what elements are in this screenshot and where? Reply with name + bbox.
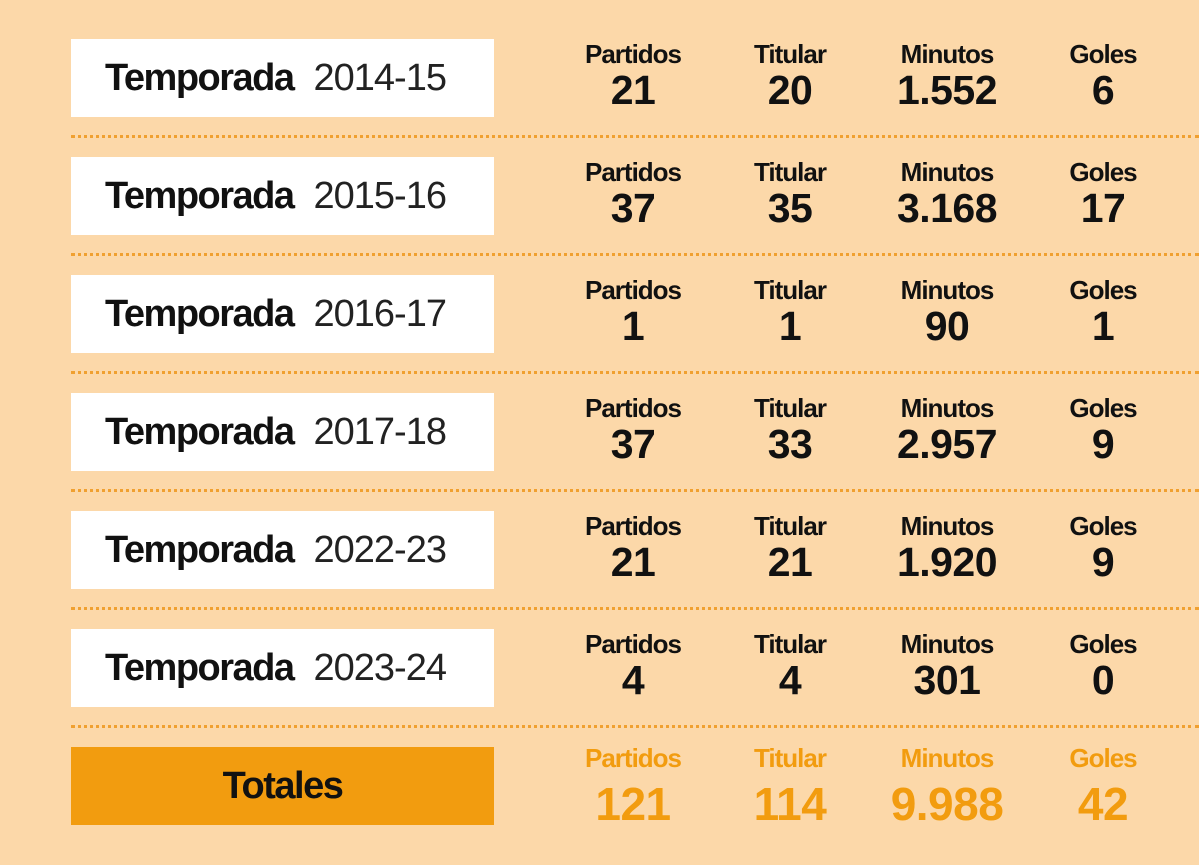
stat-value: 21 bbox=[610, 539, 656, 585]
totals-box: Totales bbox=[71, 747, 494, 825]
stat-header: Titular bbox=[754, 39, 827, 69]
stat-value: 114 bbox=[753, 778, 827, 830]
stat-header: Partidos bbox=[584, 275, 682, 305]
season-year: 2015-16 bbox=[313, 174, 447, 217]
stat-value: 6 bbox=[1091, 67, 1115, 113]
stat-header: Titular bbox=[754, 275, 827, 305]
stat-value: 1 bbox=[778, 303, 802, 349]
stat-header: Minutos bbox=[900, 393, 995, 423]
divider bbox=[71, 371, 1199, 374]
stat-header: Minutos bbox=[900, 743, 995, 773]
stat-header: Minutos bbox=[900, 511, 995, 541]
stat-header: Minutos bbox=[900, 275, 995, 305]
season-label: Temporada bbox=[105, 292, 295, 335]
stat-value: 2.957 bbox=[896, 421, 998, 467]
season-year: 2022-23 bbox=[313, 528, 447, 571]
stat-value: 121 bbox=[595, 778, 671, 830]
divider bbox=[71, 253, 1199, 256]
stat-value: 0 bbox=[1091, 657, 1115, 703]
stat-value: 33 bbox=[767, 421, 813, 467]
season-box: Temporada 2023-24 bbox=[71, 629, 494, 707]
stat-header: Goles bbox=[1069, 157, 1137, 187]
divider bbox=[71, 489, 1199, 492]
season-box: Temporada 2016-17 bbox=[71, 275, 494, 353]
stat-header: Titular bbox=[754, 393, 827, 423]
stat-header: Titular bbox=[754, 743, 827, 773]
totals-label: Totales bbox=[222, 764, 344, 807]
stat-header: Minutos bbox=[900, 39, 995, 69]
stat-value: 4 bbox=[778, 657, 802, 703]
season-box: Temporada 2014-15 bbox=[71, 39, 494, 117]
divider bbox=[71, 135, 1199, 138]
season-label: Temporada bbox=[105, 646, 295, 689]
stat-header: Goles bbox=[1069, 275, 1137, 305]
stat-value: 37 bbox=[610, 421, 656, 467]
stat-header: Partidos bbox=[584, 157, 682, 187]
stat-header: Titular bbox=[754, 629, 827, 659]
stat-value: 20 bbox=[767, 67, 813, 113]
stat-value: 1 bbox=[621, 303, 645, 349]
stat-value: 37 bbox=[610, 185, 656, 231]
stat-header: Goles bbox=[1069, 39, 1137, 69]
stat-value: 90 bbox=[924, 303, 970, 349]
stat-header: Goles bbox=[1069, 511, 1137, 541]
stat-value: 21 bbox=[610, 67, 656, 113]
stat-value: 42 bbox=[1077, 778, 1129, 830]
stat-value: 1 bbox=[1091, 303, 1115, 349]
stat-header: Titular bbox=[754, 157, 827, 187]
divider bbox=[71, 725, 1199, 728]
stat-header: Goles bbox=[1069, 743, 1137, 773]
stat-value: 17 bbox=[1080, 185, 1126, 231]
stat-value: 1.920 bbox=[896, 539, 998, 585]
stat-header: Goles bbox=[1069, 629, 1137, 659]
stat-value: 9.988 bbox=[890, 778, 1004, 830]
stat-header: Partidos bbox=[584, 743, 682, 773]
season-box: Temporada 2015-16 bbox=[71, 157, 494, 235]
stat-header: Partidos bbox=[584, 393, 682, 423]
stat-value: 4 bbox=[621, 657, 645, 703]
stat-header: Goles bbox=[1069, 393, 1137, 423]
season-year: 2023-24 bbox=[313, 646, 447, 689]
stat-header: Minutos bbox=[900, 629, 995, 659]
season-label: Temporada bbox=[105, 528, 295, 571]
stat-header: Partidos bbox=[584, 39, 682, 69]
stat-value: 301 bbox=[913, 657, 981, 703]
stat-value: 35 bbox=[767, 185, 813, 231]
season-box: Temporada 2022-23 bbox=[71, 511, 494, 589]
stat-value: 3.168 bbox=[896, 185, 998, 231]
season-label: Temporada bbox=[105, 174, 295, 217]
season-label: Temporada bbox=[105, 56, 295, 99]
stat-value: 9 bbox=[1091, 421, 1115, 467]
stat-header: Titular bbox=[754, 511, 827, 541]
divider bbox=[71, 607, 1199, 610]
season-year: 2017-18 bbox=[313, 410, 447, 453]
season-label: Temporada bbox=[105, 410, 295, 453]
stat-header: Minutos bbox=[900, 157, 995, 187]
season-year: 2014-15 bbox=[313, 56, 447, 99]
stat-header: Partidos bbox=[584, 629, 682, 659]
season-year: 2016-17 bbox=[313, 292, 447, 335]
stat-value: 9 bbox=[1091, 539, 1115, 585]
stat-value: 21 bbox=[767, 539, 813, 585]
stat-header: Partidos bbox=[584, 511, 682, 541]
stat-value: 1.552 bbox=[896, 67, 998, 113]
season-box: Temporada 2017-18 bbox=[71, 393, 494, 471]
